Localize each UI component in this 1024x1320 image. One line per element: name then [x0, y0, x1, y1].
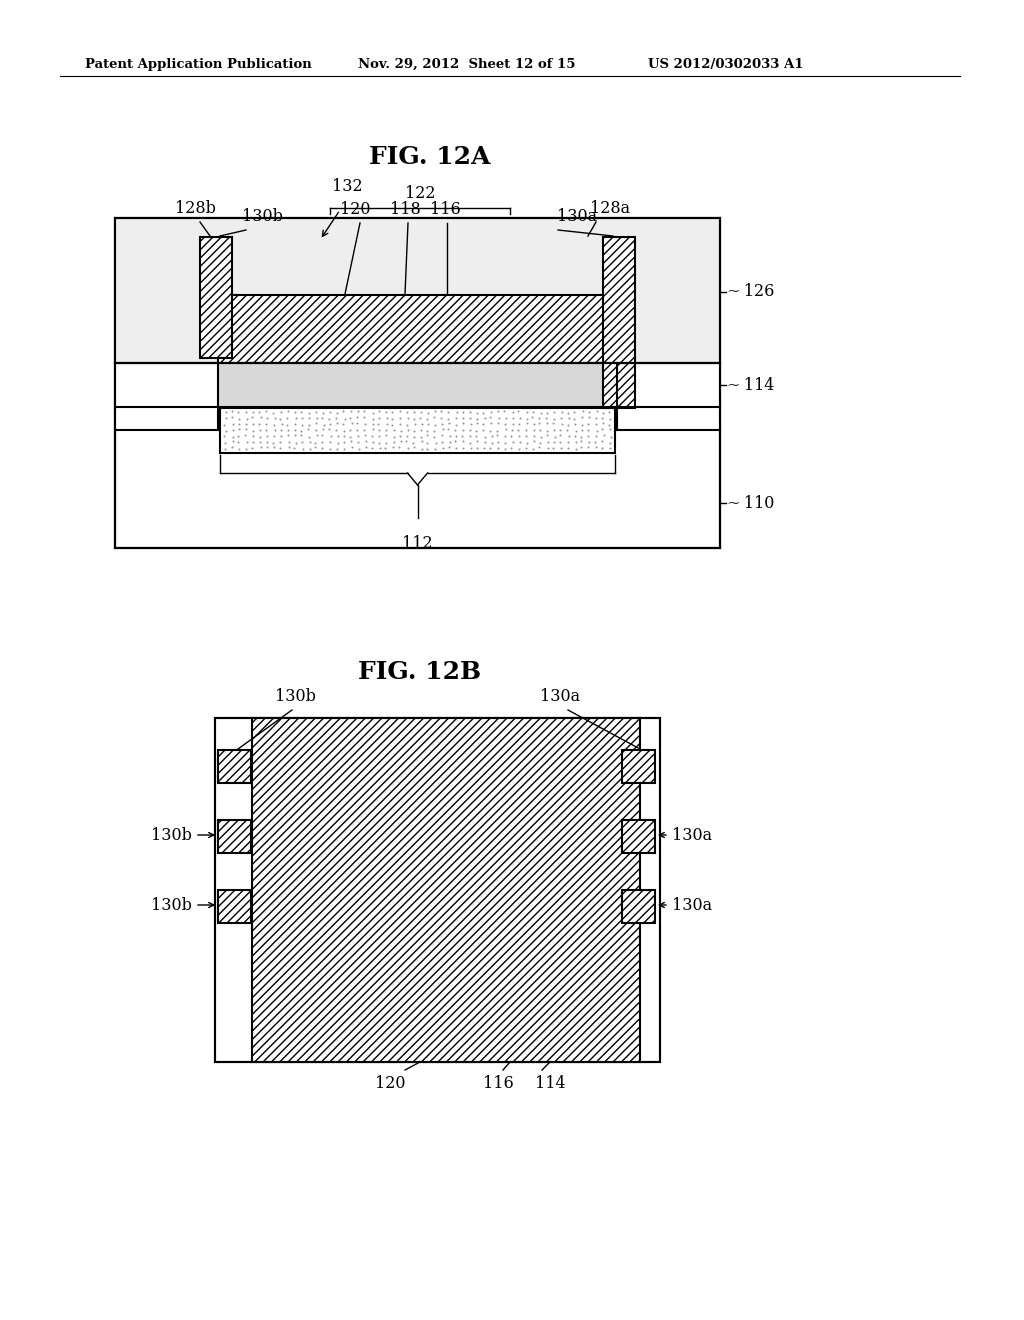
Text: ~ 114: ~ 114 [727, 376, 774, 393]
Text: US 2012/0302033 A1: US 2012/0302033 A1 [648, 58, 804, 71]
Bar [115, 363, 720, 407]
Bar [218, 750, 251, 783]
Bar [200, 238, 232, 358]
Bar [218, 890, 251, 923]
Text: 130b: 130b [274, 688, 315, 705]
Text: FIG. 12A: FIG. 12A [370, 145, 490, 169]
Text: 116: 116 [430, 201, 461, 218]
Text: 130a: 130a [672, 826, 712, 843]
Bar [603, 238, 635, 408]
Bar [218, 820, 251, 853]
Text: 116: 116 [482, 1074, 513, 1092]
Text: 114: 114 [535, 1074, 565, 1092]
Bar [220, 408, 615, 453]
Bar [115, 218, 720, 363]
Text: Patent Application Publication: Patent Application Publication [85, 58, 311, 71]
Bar [215, 718, 660, 1063]
Text: FIG. 12B: FIG. 12B [358, 660, 481, 684]
Text: 130a: 130a [672, 896, 712, 913]
Bar [215, 718, 660, 1063]
Bar [617, 363, 720, 430]
Text: 120: 120 [375, 1074, 406, 1092]
Bar [115, 218, 720, 548]
Text: 130a: 130a [540, 688, 580, 705]
Bar [622, 890, 655, 923]
Text: ~ 110: ~ 110 [727, 495, 774, 511]
Bar [115, 218, 720, 548]
Text: 130b: 130b [152, 826, 193, 843]
Bar [115, 363, 218, 430]
Text: 122: 122 [404, 185, 435, 202]
Text: 130b: 130b [152, 896, 193, 913]
Text: 128a: 128a [590, 201, 630, 216]
Bar [218, 294, 617, 363]
Bar [252, 718, 640, 1063]
Text: Nov. 29, 2012  Sheet 12 of 15: Nov. 29, 2012 Sheet 12 of 15 [358, 58, 575, 71]
Text: ~ 126: ~ 126 [727, 284, 774, 301]
Text: 132: 132 [332, 178, 362, 195]
Bar [622, 750, 655, 783]
Text: 130a: 130a [557, 209, 597, 224]
Text: 130b: 130b [242, 209, 283, 224]
Text: 118: 118 [389, 201, 421, 218]
Text: 128b: 128b [174, 201, 215, 216]
Bar [622, 820, 655, 853]
Text: 120: 120 [340, 201, 371, 218]
Text: 112: 112 [402, 535, 433, 552]
